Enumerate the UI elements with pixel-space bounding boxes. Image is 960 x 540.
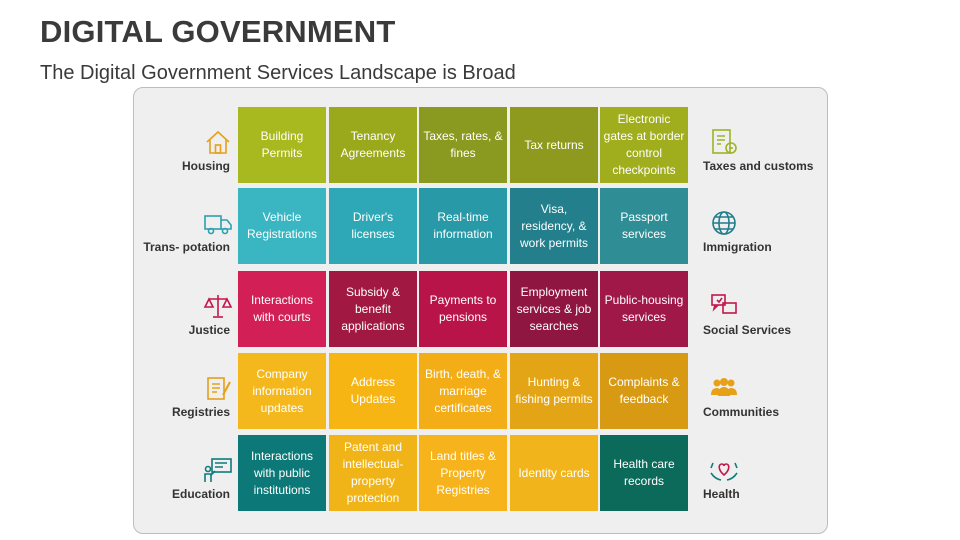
- service-tile-label: Real-time information: [433, 210, 493, 241]
- service-tile: Vehicle Registrations: [238, 188, 326, 264]
- service-tile: Employment services & job searches: [510, 271, 598, 347]
- service-tile: Birth, death, & marriage certificates: [419, 353, 507, 429]
- service-tile: Taxes, rates, & fines: [419, 107, 507, 183]
- service-tile: Payments to pensions: [419, 271, 507, 347]
- service-tile: Tax returns: [510, 107, 598, 183]
- service-tile-label: Address Updates: [350, 375, 396, 406]
- service-tile-label: Tenancy Agreements: [340, 129, 406, 160]
- health-hands-icon: [709, 455, 739, 485]
- category-label-left: Trans- potation: [143, 240, 230, 254]
- category-label-right: Communities: [703, 405, 780, 419]
- house-icon: [203, 127, 233, 157]
- service-tile-label: Vehicle Registrations: [246, 210, 318, 241]
- service-tile: Public-housing services: [600, 271, 688, 347]
- category-label-left: Registries: [171, 405, 230, 419]
- service-tile-label: Employment services & job searches: [516, 284, 592, 333]
- scales-icon: [203, 291, 233, 321]
- service-tile: Passport services: [600, 188, 688, 264]
- service-tile-label: Patent and intellectual-property protect…: [342, 440, 404, 505]
- page-subtitle: The Digital Government Services Landscap…: [40, 62, 516, 84]
- service-tile-label: Building Permits: [260, 129, 304, 160]
- category-label-left: Education: [171, 487, 230, 501]
- service-tile: Patent and intellectual-property protect…: [329, 435, 417, 511]
- service-tile-label: Identity cards: [518, 465, 590, 480]
- category-label-right: Immigration: [703, 240, 772, 254]
- service-tile: Complaints & feedback: [600, 353, 688, 429]
- service-tile: Health care records: [600, 435, 688, 511]
- service-tile: Interactions with public institutions: [238, 435, 326, 511]
- service-tile-label: Interactions with courts: [250, 293, 314, 324]
- service-tile-label: Driver's licenses: [351, 210, 395, 241]
- globe-icon: [709, 208, 739, 238]
- service-tile-label: Passport services: [620, 210, 668, 241]
- service-tile: Identity cards: [510, 435, 598, 511]
- social-chat-icon: [709, 291, 739, 321]
- clipboard-icon: [203, 373, 233, 403]
- service-tile: Real-time information: [419, 188, 507, 264]
- category-label-right: Health: [703, 487, 740, 501]
- service-tile-label: Land titles & Property Registries: [429, 448, 497, 497]
- category-label-right: Taxes and customs: [703, 159, 814, 173]
- service-tile: Tenancy Agreements: [329, 107, 417, 183]
- category-label-right: Social Services: [703, 323, 792, 337]
- service-tile-label: Visa, residency, & work permits: [519, 201, 588, 250]
- service-tile: Hunting & fishing permits: [510, 353, 598, 429]
- category-label-left: Justice: [188, 323, 230, 337]
- service-tile-label: Subsidy & benefit applications: [341, 284, 405, 333]
- service-tile: Address Updates: [329, 353, 417, 429]
- service-tile-label: Public-housing services: [604, 293, 684, 324]
- service-tile-label: Tax returns: [524, 137, 584, 152]
- teacher-board-icon: [203, 455, 233, 485]
- service-tile-label: Payments to pensions: [429, 293, 497, 324]
- service-tile: Visa, residency, & work permits: [510, 188, 598, 264]
- service-tile: Interactions with courts: [238, 271, 326, 347]
- tax-document-icon: [709, 127, 739, 157]
- service-tile: Land titles & Property Registries: [419, 435, 507, 511]
- truck-icon: [203, 208, 233, 238]
- service-tile: Company information updates: [238, 353, 326, 429]
- service-tile-label: Birth, death, & marriage certificates: [424, 366, 502, 415]
- service-tile: Building Permits: [238, 107, 326, 183]
- people-group-icon: [709, 373, 739, 403]
- service-tile-label: Company information updates: [252, 366, 312, 415]
- service-tile: Electronic gates at border control check…: [600, 107, 688, 183]
- service-tile-label: Health care records: [613, 457, 675, 488]
- service-tile-label: Taxes, rates, & fines: [423, 129, 503, 160]
- category-label-left: Housing: [182, 159, 230, 173]
- service-tile-label: Hunting & fishing permits: [515, 375, 593, 406]
- service-tile-label: Interactions with public institutions: [250, 448, 314, 497]
- service-tile: Driver's licenses: [329, 188, 417, 264]
- service-tile: Subsidy & benefit applications: [329, 271, 417, 347]
- page-title: DIGITAL GOVERNMENT: [40, 14, 396, 49]
- service-tile-label: Complaints & feedback: [608, 375, 680, 406]
- service-tile-label: Electronic gates at border control check…: [603, 112, 685, 177]
